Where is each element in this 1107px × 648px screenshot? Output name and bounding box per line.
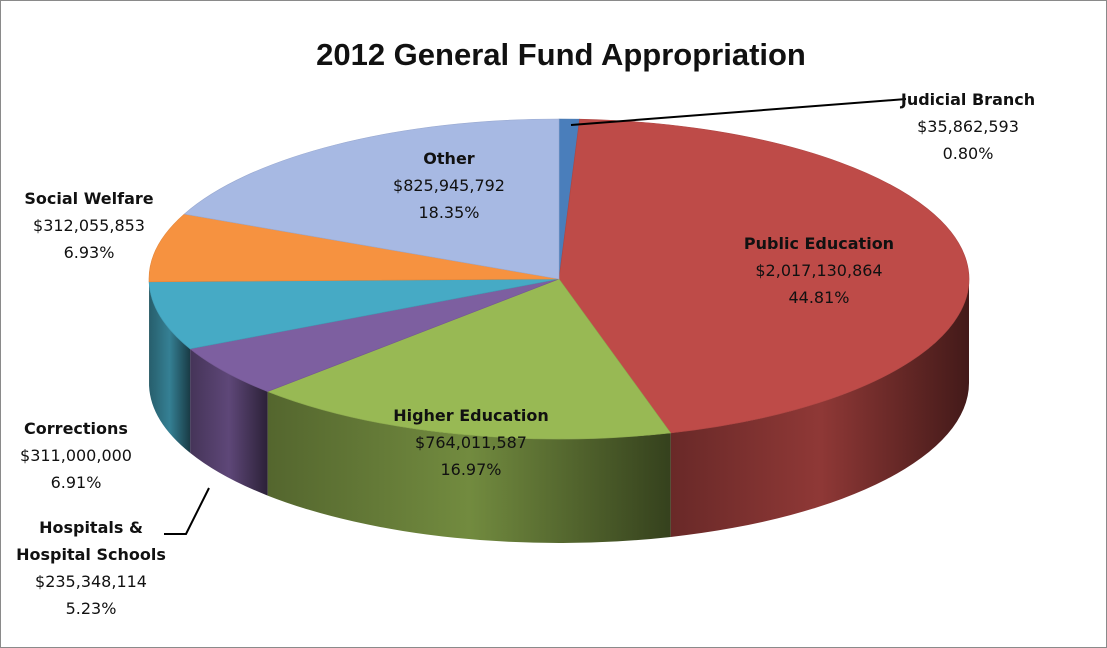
data-label-hospitals-and-hospital-schools: Hospitals & Hospital Schools $235,348,114 5… (16, 518, 166, 618)
data-label-amount: $235,348,114 (35, 572, 147, 591)
chart-title: 2012 General Fund Appropriation (316, 37, 806, 72)
data-label-judicial-branch: Judicial Branch $35,862,593 0.80% (900, 90, 1035, 163)
data-label-amount: $825,945,792 (393, 176, 505, 195)
data-label-name: Public Education (744, 234, 894, 253)
data-label-percent: 44.81% (788, 288, 849, 307)
data-labels: Judicial Branch $35,862,593 0.80% Public Ed… (16, 90, 1035, 618)
slice-corrections (148, 278, 560, 350)
data-label-social-welfare: Social Welfare $312,055,853 6.93% (24, 189, 153, 262)
data-label-percent: 0.80% (943, 144, 994, 163)
data-label-name: Hospital Schools (16, 545, 166, 564)
data-label-percent: 6.93% (64, 243, 115, 262)
data-label-other: Other $825,945,792 18.35% (393, 149, 505, 222)
data-label-percent: 18.35% (418, 203, 479, 222)
data-label-percent: 16.97% (440, 460, 501, 479)
data-label-percent: 5.23% (66, 599, 117, 618)
data-label-public-education: Public Education $2,017,130,864 44.81% (744, 234, 894, 307)
slice-higher-education (266, 278, 672, 440)
leader-line-hospitals-and-hospital-schools (164, 487, 210, 535)
data-label-corrections: Corrections $311,000,000 6.91% (20, 419, 132, 492)
data-label-amount: $764,011,587 (415, 433, 527, 452)
slice-social-welfare (148, 213, 560, 283)
slice-side-higher-education (267, 391, 671, 543)
pie-layer (148, 118, 970, 543)
data-label-amount: $312,055,853 (33, 216, 145, 235)
data-label-amount: $35,862,593 (917, 117, 1019, 136)
data-label-name: Social Welfare (24, 189, 153, 208)
leader-lines (164, 98, 907, 535)
data-label-amount: $2,017,130,864 (755, 261, 882, 280)
data-label-percent: 6.91% (51, 473, 102, 492)
slice-side-public-education (670, 279, 969, 537)
data-label-name: Higher Education (393, 406, 549, 425)
data-label-amount: $311,000,000 (20, 446, 132, 465)
slice-side-corrections (149, 281, 191, 453)
data-label-name: Other (423, 149, 474, 168)
data-label-name: Judicial Branch (900, 90, 1035, 109)
data-label-name: Corrections (24, 419, 128, 438)
leader-line-judicial-branch (570, 98, 907, 126)
slice-public-education (558, 118, 970, 434)
data-label-name: Hospitals & (39, 518, 143, 537)
slice-side-hospitals-and-hospital-schools (190, 348, 268, 496)
slice-other (183, 118, 560, 280)
data-label-higher-education: Higher Education $764,011,587 16.97% (393, 406, 549, 479)
